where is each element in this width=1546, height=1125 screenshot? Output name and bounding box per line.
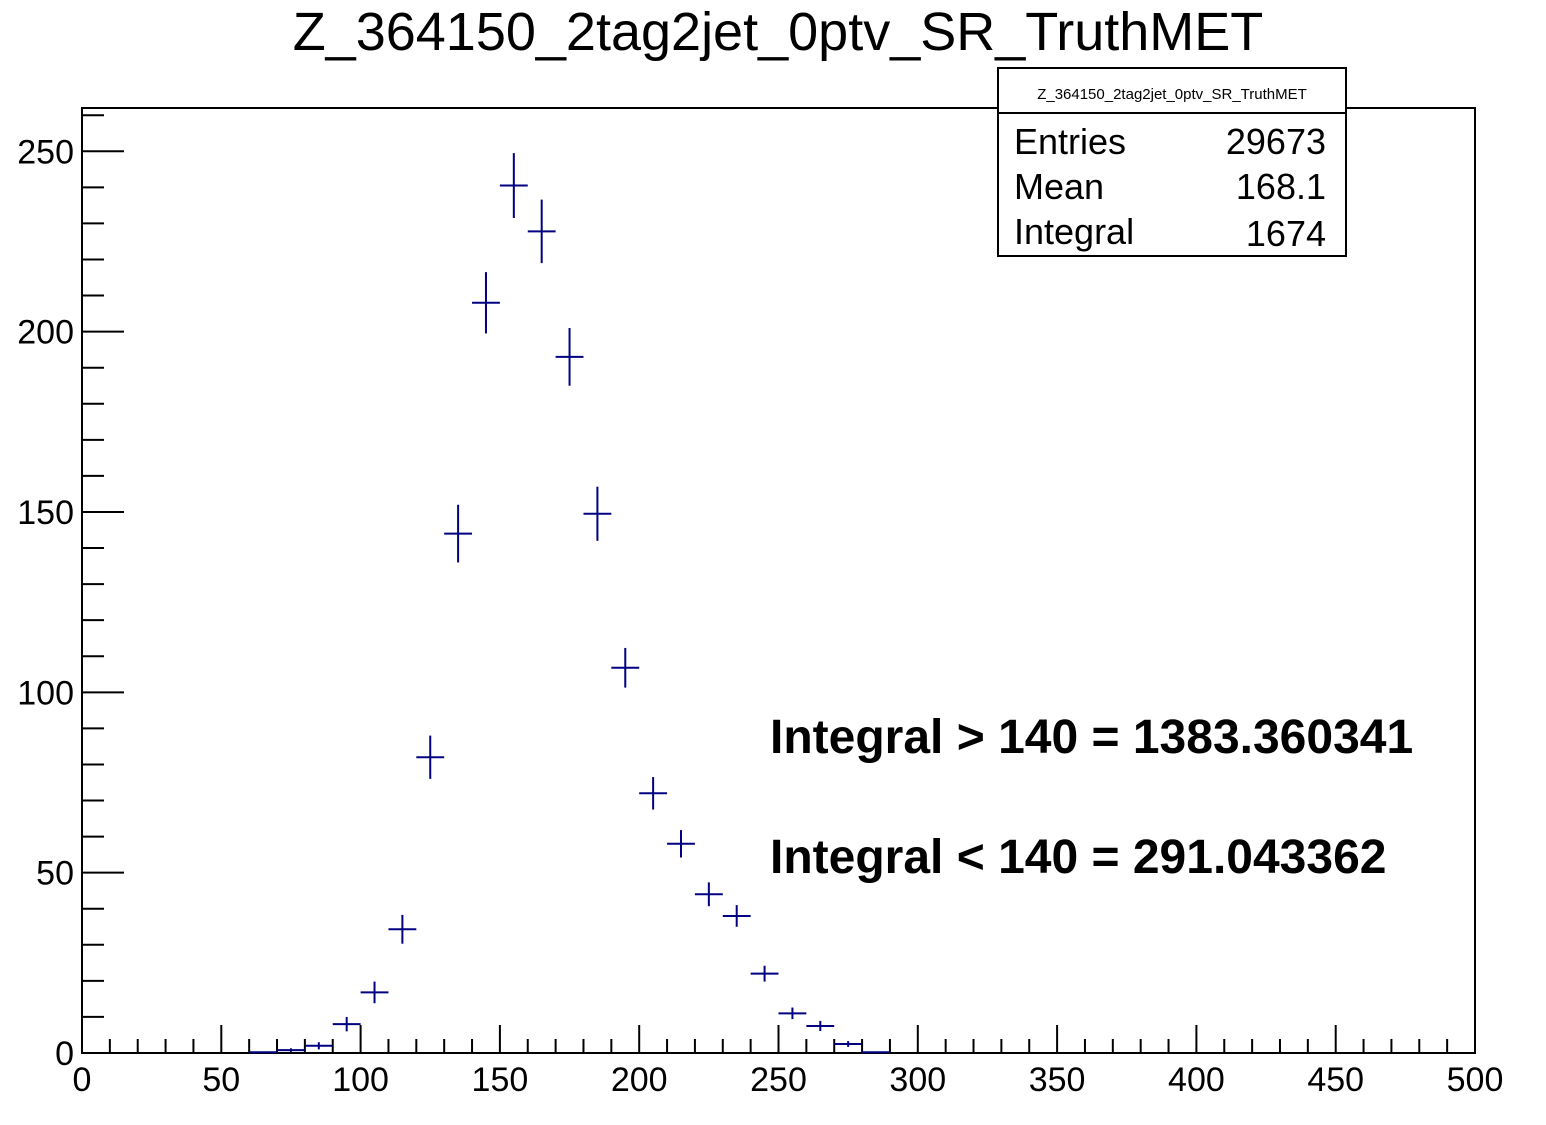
data-point <box>639 777 668 810</box>
data-point <box>667 830 695 858</box>
stats-box-frame <box>997 67 1347 257</box>
y-tick-label: 0 <box>55 1035 74 1073</box>
y-tick-label: 150 <box>17 494 74 532</box>
data-point <box>388 914 417 944</box>
data-point <box>611 647 640 688</box>
stats-integral-value: 1674 <box>1246 213 1326 254</box>
data-point <box>834 1041 863 1047</box>
x-tick-label: 200 <box>611 1061 668 1099</box>
stats-entries-value: 29673 <box>1226 121 1326 162</box>
x-tick-label: 450 <box>1307 1061 1364 1099</box>
x-tick-label: 150 <box>472 1061 529 1099</box>
x-tick-label: 100 <box>332 1061 389 1099</box>
stats-mean-label: Mean <box>1014 166 1104 207</box>
annotation-integral-below: Integral < 140 = 291.043362 <box>770 831 1386 884</box>
data-point <box>304 1042 333 1050</box>
annotation-integral-above: Integral > 140 = 1383.360341 <box>770 711 1413 764</box>
y-tick-label: 50 <box>36 855 74 893</box>
x-tick-label: 50 <box>202 1061 240 1099</box>
stats-box-title: Z_364150_2tag2jet_0ptv_SR_TruthMET <box>1037 86 1307 103</box>
data-point <box>472 272 500 334</box>
chart-title: Z_364150_2tag2jet_0ptv_SR_TruthMET <box>293 2 1264 62</box>
y-axis: 0 50 100 150 200 250 <box>17 114 124 1073</box>
data-point <box>332 1016 361 1032</box>
y-tick-label: 100 <box>17 674 74 712</box>
data-point <box>249 1051 278 1054</box>
x-axis: 0 50 100 150 200 250 300 350 400 450 500 <box>73 1025 1504 1099</box>
y-tick-label: 250 <box>17 133 74 171</box>
data-point <box>694 882 723 907</box>
data-point <box>583 486 612 541</box>
data-point <box>277 1048 305 1052</box>
data-point <box>499 153 528 219</box>
data-point <box>527 199 556 264</box>
data-point <box>722 905 751 927</box>
data-point <box>862 1051 890 1054</box>
x-tick-label: 300 <box>889 1061 946 1099</box>
x-tick-label: 400 <box>1168 1061 1225 1099</box>
data-point <box>778 1007 807 1020</box>
y-tick-label: 200 <box>17 314 74 352</box>
data-point <box>360 981 389 1004</box>
x-tick-label: 500 <box>1447 1061 1504 1099</box>
stats-entries-label: Entries <box>1014 121 1126 162</box>
data-point <box>444 504 473 563</box>
data-point <box>806 1020 835 1031</box>
stats-mean-value: 168.1 <box>1236 166 1326 207</box>
x-tick-label: 0 <box>73 1061 92 1099</box>
data-point <box>750 965 779 982</box>
data-points <box>249 153 890 1054</box>
stats-integral-label: Integral <box>1014 211 1134 252</box>
data-point <box>416 735 445 779</box>
data-point <box>555 328 584 386</box>
stats-box: Z_364150_2tag2jet_0ptv_SR_TruthMET Entri… <box>997 67 1347 257</box>
x-tick-label: 250 <box>750 1061 807 1099</box>
x-tick-label: 350 <box>1029 1061 1086 1099</box>
